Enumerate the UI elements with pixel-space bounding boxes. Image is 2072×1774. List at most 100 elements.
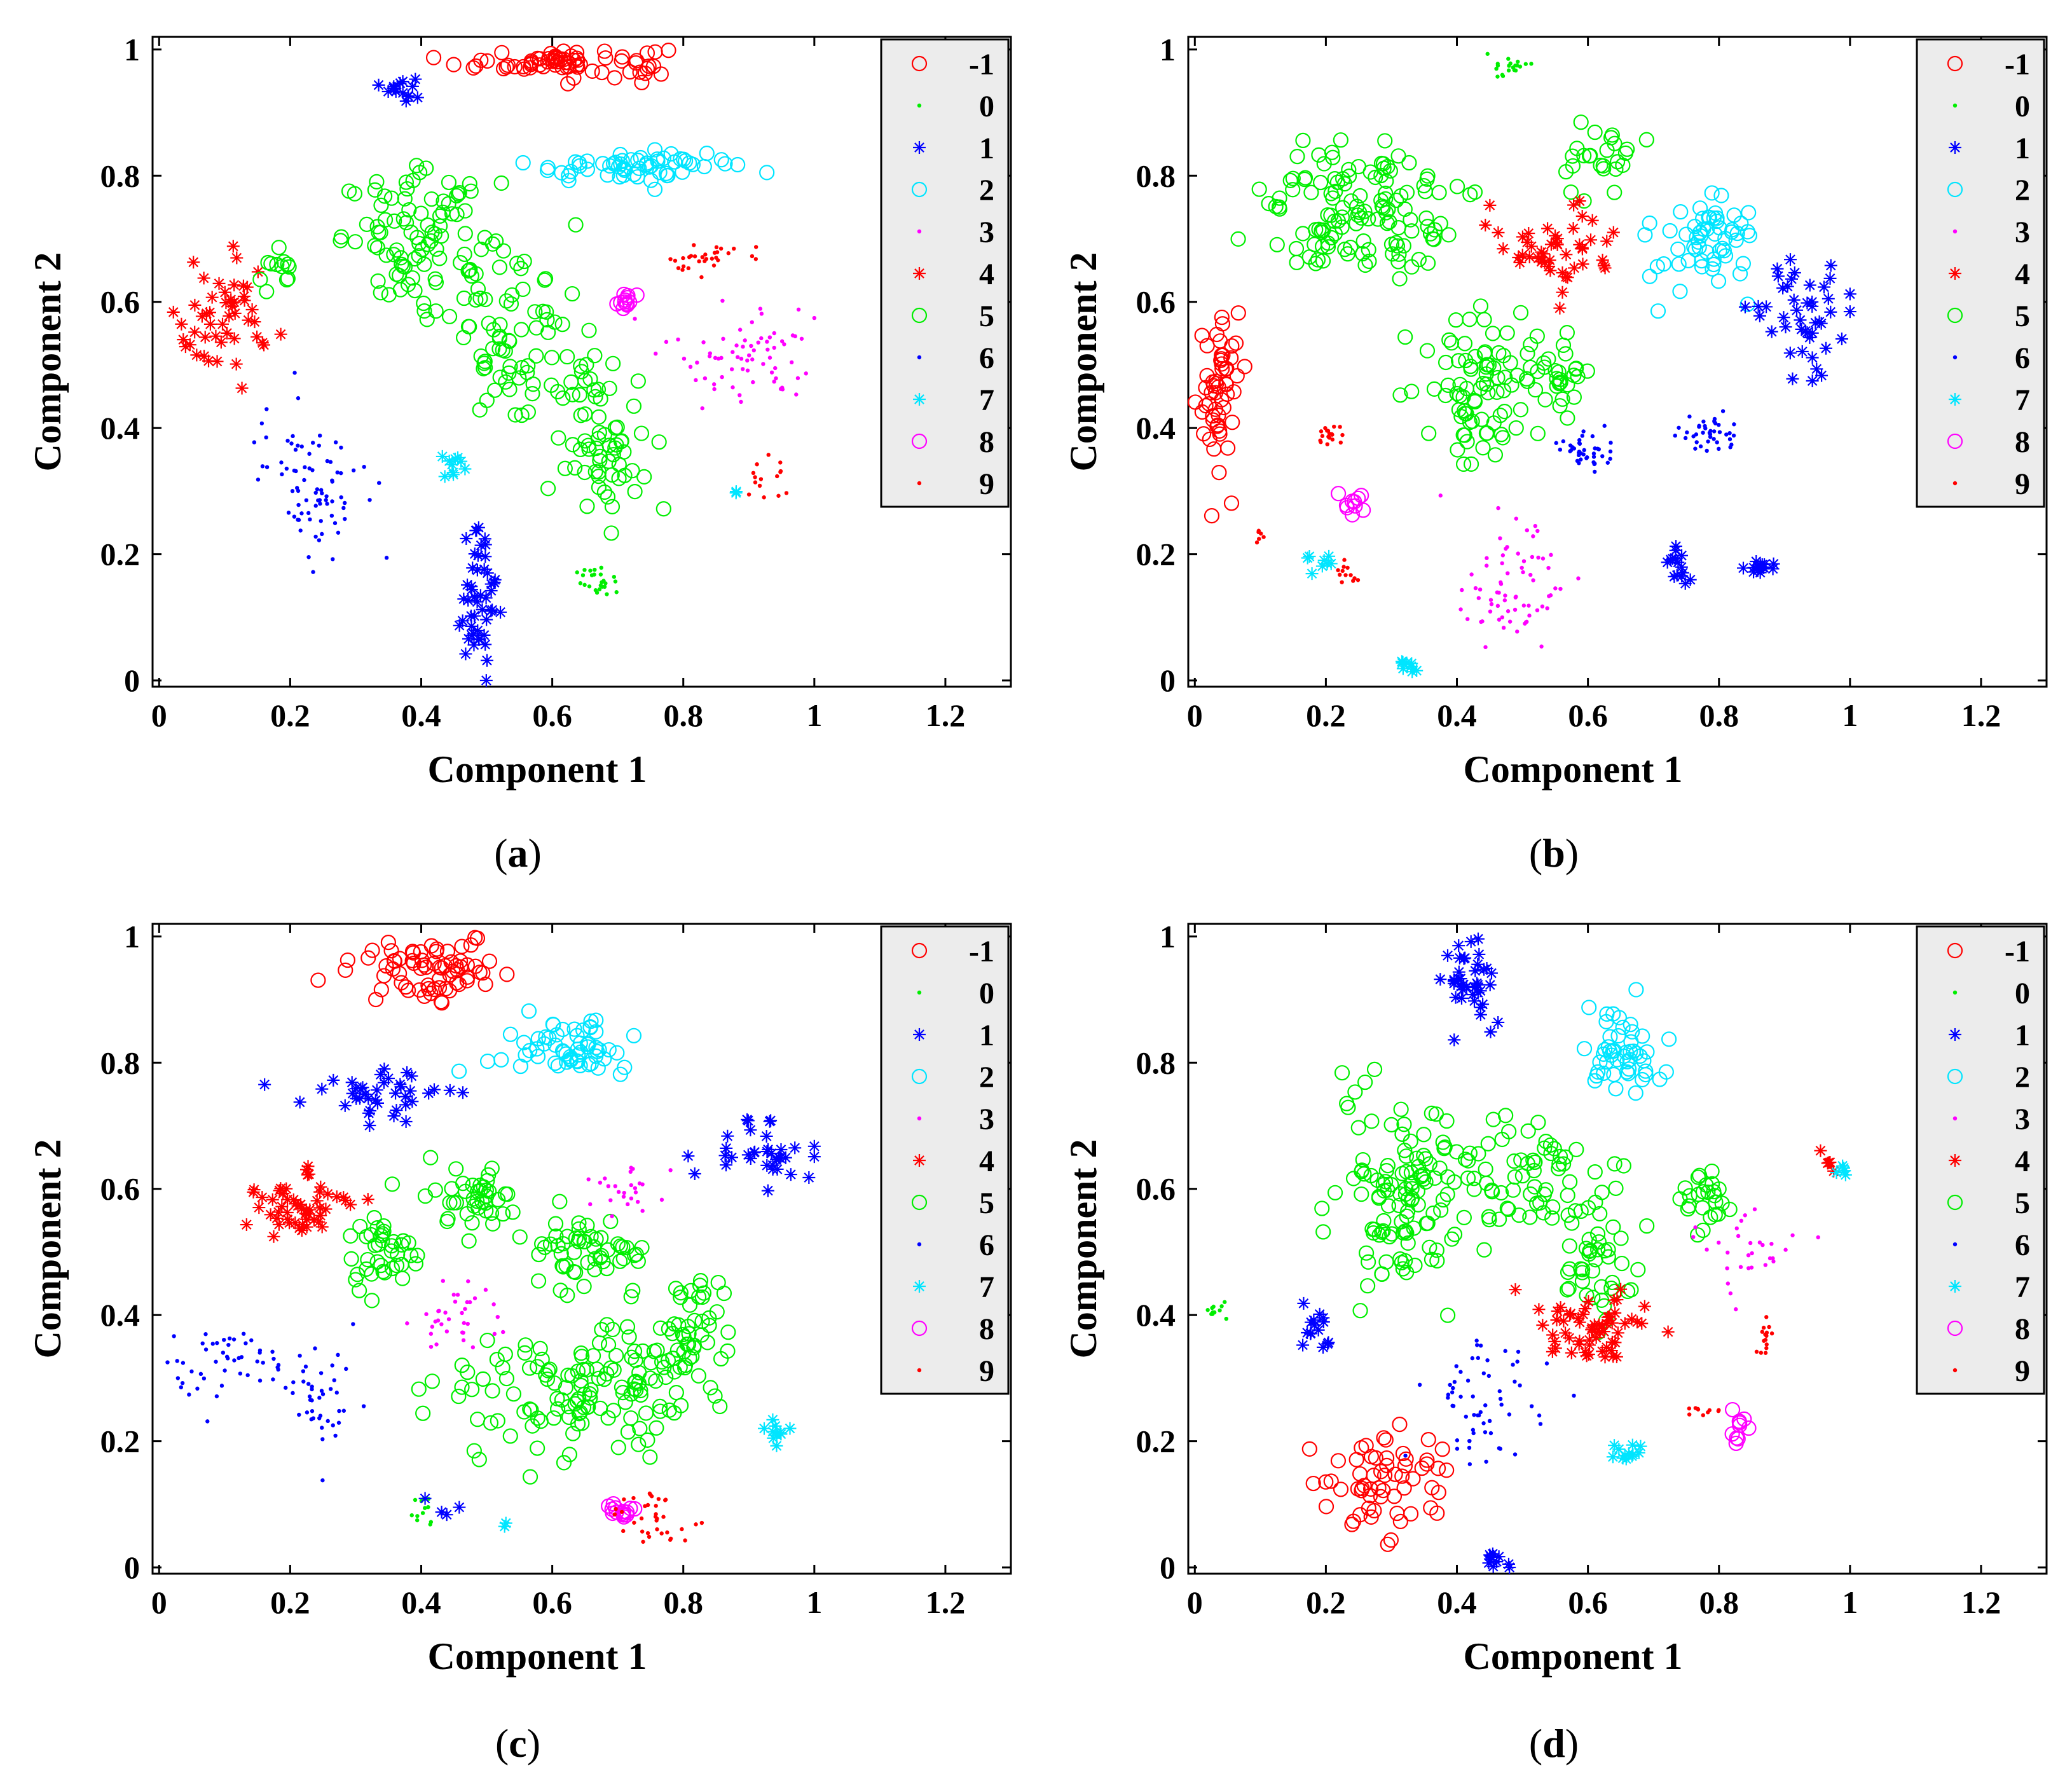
point-class-6 bbox=[320, 1437, 325, 1441]
point-class-3 bbox=[738, 393, 742, 397]
point-class--1 bbox=[1395, 1445, 1411, 1462]
legend-label: 0 bbox=[979, 977, 994, 1010]
point-class-1 bbox=[1806, 351, 1819, 364]
point-class-2 bbox=[522, 1043, 538, 1059]
legend-label: 2 bbox=[979, 174, 994, 207]
point-class-2 bbox=[516, 1035, 532, 1050]
point-class-4 bbox=[273, 1184, 286, 1197]
point-class-6 bbox=[290, 489, 295, 493]
legend-label: 9 bbox=[979, 1354, 994, 1388]
y-tick-label: 0.4 bbox=[100, 410, 141, 446]
point-class-1 bbox=[1322, 1336, 1335, 1349]
point-class-5 bbox=[642, 1449, 658, 1465]
point-class-4 bbox=[203, 306, 217, 319]
point-class-5 bbox=[581, 322, 597, 338]
point-class-5 bbox=[428, 275, 444, 291]
point-class-3 bbox=[759, 336, 764, 341]
point-class-5 bbox=[703, 1380, 718, 1396]
point-class-9 bbox=[1320, 434, 1325, 438]
point-class-2 bbox=[1710, 273, 1727, 289]
point-class-6 bbox=[1513, 1379, 1517, 1384]
x-tick-label: 0.6 bbox=[532, 1585, 572, 1620]
x-tick-label: 0 bbox=[1187, 1585, 1203, 1620]
point-class-4 bbox=[271, 1206, 285, 1219]
point-class-5 bbox=[471, 1452, 487, 1468]
point-class-2 bbox=[1635, 1028, 1650, 1044]
point-class--1 bbox=[535, 58, 551, 74]
point-class-4 bbox=[296, 1218, 310, 1232]
point-class-5 bbox=[491, 259, 508, 275]
point-class-5 bbox=[707, 1388, 723, 1404]
point-class-5 bbox=[475, 1371, 491, 1387]
point-class-5 bbox=[1435, 1192, 1451, 1208]
point-class-2 bbox=[1624, 1024, 1640, 1040]
point-class-6 bbox=[303, 1365, 308, 1369]
point-class-1 bbox=[1483, 978, 1497, 991]
point-class-5 bbox=[1343, 193, 1359, 209]
x-tick-label: 0.4 bbox=[401, 698, 441, 733]
point-class-3 bbox=[1757, 1240, 1762, 1245]
point-class-5 bbox=[1499, 1200, 1515, 1216]
point-class-5 bbox=[551, 430, 566, 446]
point-class--1 bbox=[568, 45, 585, 60]
point-class-5 bbox=[423, 233, 439, 249]
point-class-5 bbox=[461, 1233, 477, 1249]
point-class-1 bbox=[1296, 1338, 1310, 1352]
point-class-0 bbox=[413, 1497, 418, 1502]
legend-marker-4 bbox=[913, 267, 926, 280]
point-class-5 bbox=[521, 1360, 538, 1376]
point-class-4 bbox=[195, 310, 209, 323]
point-class-3 bbox=[1738, 1265, 1743, 1269]
point-class-4 bbox=[247, 1185, 260, 1199]
point-class-5 bbox=[1561, 1238, 1577, 1254]
point-class-9 bbox=[680, 268, 685, 272]
point-class-6 bbox=[1483, 1403, 1488, 1408]
point-class-1 bbox=[763, 1115, 776, 1128]
point-class-5 bbox=[1555, 337, 1572, 354]
point-class-1 bbox=[435, 1506, 448, 1519]
point-class-4 bbox=[289, 1216, 302, 1230]
point-class-0 bbox=[597, 587, 602, 592]
point-class-5 bbox=[1420, 255, 1436, 271]
point-class-5 bbox=[460, 263, 476, 279]
point-class-4 bbox=[1575, 209, 1589, 223]
point-class-5 bbox=[1420, 1215, 1436, 1231]
point-class-6 bbox=[307, 451, 312, 456]
point-class-5 bbox=[520, 358, 536, 374]
point-class-4 bbox=[1538, 256, 1551, 269]
point-class-5 bbox=[432, 208, 448, 224]
point-class-4 bbox=[1557, 1314, 1570, 1328]
point-class-9 bbox=[753, 475, 757, 479]
point-class-5 bbox=[607, 420, 623, 436]
point-class-5 bbox=[451, 184, 467, 201]
point-class-6 bbox=[362, 465, 366, 469]
point-class-1 bbox=[1675, 560, 1688, 574]
legend-marker-3 bbox=[1952, 1116, 1958, 1121]
point-class-1 bbox=[471, 624, 484, 637]
point-class--1 bbox=[380, 935, 396, 951]
y-tick-label: 0 bbox=[124, 1550, 140, 1585]
point-class-5 bbox=[1426, 381, 1443, 397]
legend-label: 1 bbox=[2015, 1019, 2030, 1052]
point-class-5 bbox=[658, 1369, 674, 1386]
y-tick-label: 0.4 bbox=[1136, 1297, 1176, 1333]
point-class-5 bbox=[514, 360, 530, 376]
data-points bbox=[1188, 52, 1856, 678]
point-class-1 bbox=[381, 85, 395, 98]
point-class-6 bbox=[264, 465, 270, 469]
point-class-5 bbox=[464, 1382, 480, 1398]
y-tick-label: 0.8 bbox=[100, 158, 141, 193]
point-class--1 bbox=[467, 958, 484, 974]
point-class-6 bbox=[222, 1337, 226, 1342]
point-class-6 bbox=[257, 1379, 263, 1383]
point-class-6 bbox=[332, 1378, 336, 1382]
point-class-9 bbox=[1345, 565, 1350, 570]
point-class-6 bbox=[271, 1377, 275, 1382]
point-class-5 bbox=[403, 224, 419, 240]
point-class-5 bbox=[1552, 398, 1568, 414]
point-class--1 bbox=[310, 972, 326, 988]
point-class-2 bbox=[1608, 1081, 1624, 1097]
point-class-9 bbox=[750, 254, 755, 259]
legend-label: 7 bbox=[2015, 383, 2030, 417]
point-class-5 bbox=[573, 358, 589, 374]
